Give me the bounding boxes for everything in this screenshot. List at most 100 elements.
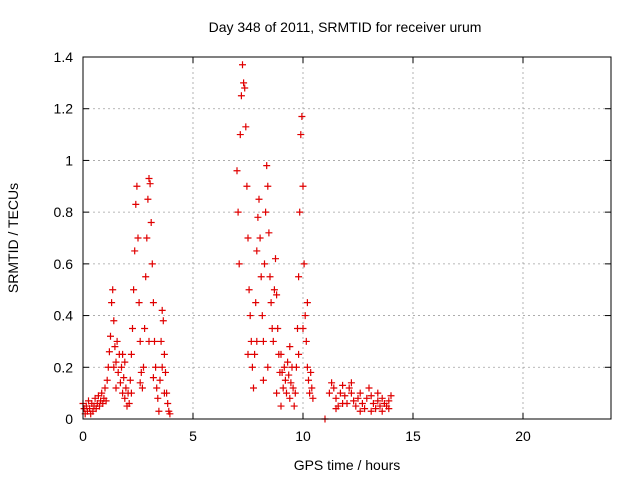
data-point <box>352 402 360 410</box>
data-point <box>332 394 340 402</box>
data-point <box>250 384 257 392</box>
data-point <box>146 180 154 188</box>
data-point <box>134 234 142 242</box>
y-tick-label: 0.4 <box>54 308 74 324</box>
data-point <box>137 368 145 376</box>
data-point <box>154 394 162 402</box>
data-point <box>290 402 298 410</box>
data-point <box>303 363 311 371</box>
data-point <box>300 260 308 268</box>
data-point <box>145 337 153 345</box>
data-point <box>118 363 125 371</box>
data-point <box>354 394 362 402</box>
data-point <box>266 273 274 281</box>
data-point <box>142 273 150 281</box>
data-point <box>143 234 151 242</box>
data-point <box>339 399 347 407</box>
data-point <box>112 358 120 366</box>
data-point <box>116 379 124 387</box>
data-point <box>295 350 303 358</box>
data-point <box>244 350 252 358</box>
data-point <box>121 358 129 366</box>
data-point <box>251 350 259 358</box>
data-point <box>376 402 384 410</box>
data-points <box>79 61 395 423</box>
data-point <box>136 379 144 387</box>
data-point <box>273 389 281 397</box>
data-point <box>295 273 303 281</box>
data-point <box>235 260 243 268</box>
chart-title: Day 348 of 2011, SRMTID for receiver uru… <box>209 19 482 35</box>
data-point <box>105 348 113 356</box>
data-point <box>279 384 287 392</box>
data-point <box>252 299 260 307</box>
data-point <box>130 286 138 294</box>
data-point <box>158 306 166 314</box>
y-tick-label: 1 <box>65 152 73 168</box>
data-point <box>114 368 122 376</box>
data-point <box>356 407 364 415</box>
data-point <box>157 337 165 345</box>
data-point <box>284 358 292 366</box>
data-point <box>140 363 147 371</box>
data-point <box>278 368 286 376</box>
data-point <box>236 131 244 139</box>
x-tick-label: 0 <box>79 428 87 444</box>
data-point <box>120 374 128 382</box>
data-point <box>307 368 315 376</box>
data-point <box>253 247 261 255</box>
data-point <box>301 312 309 320</box>
data-point <box>274 325 282 332</box>
data-point <box>350 397 358 405</box>
data-point <box>374 389 382 397</box>
data-point <box>336 389 344 397</box>
axis-ticks: 0 0.2 0.4 0.6 0.8 1 1.2 1.4 0 5 10 15 20 <box>54 49 611 444</box>
data-point <box>155 407 163 415</box>
data-point <box>292 363 300 371</box>
data-point <box>305 376 312 384</box>
data-point <box>156 376 164 384</box>
data-point <box>374 397 382 405</box>
x-tick-label: 20 <box>515 428 531 444</box>
data-point <box>248 363 256 371</box>
data-point <box>127 350 135 358</box>
data-point <box>347 379 355 387</box>
data-point <box>153 384 161 392</box>
data-point <box>147 218 155 226</box>
data-point <box>131 247 139 255</box>
data-point <box>263 162 271 170</box>
y-tick-label: 0.2 <box>54 359 74 375</box>
data-point <box>308 384 316 392</box>
data-point <box>144 195 152 203</box>
y-tick-label: 0.6 <box>54 256 74 272</box>
data-point <box>149 299 157 307</box>
data-point <box>160 350 168 358</box>
data-point <box>125 399 133 407</box>
data-point <box>239 61 246 69</box>
data-point <box>299 182 307 190</box>
data-point <box>385 405 393 413</box>
y-tick-label: 0.8 <box>54 204 74 220</box>
data-point <box>298 112 306 120</box>
y-tick-label: 1.4 <box>54 49 74 65</box>
x-axis-label: GPS time / hours <box>294 457 401 473</box>
data-point <box>132 200 140 208</box>
data-point <box>148 260 156 268</box>
data-point <box>262 208 270 216</box>
data-point <box>254 213 262 221</box>
data-point <box>136 337 144 345</box>
data-point <box>242 123 250 131</box>
data-point <box>258 312 266 320</box>
data-point <box>164 399 172 407</box>
data-point <box>145 175 153 183</box>
data-point <box>158 363 166 371</box>
data-point <box>109 286 117 294</box>
data-point <box>330 384 338 392</box>
data-point <box>272 255 279 263</box>
data-point <box>159 317 167 325</box>
data-point <box>98 389 106 397</box>
grid-lines <box>83 57 611 419</box>
data-point <box>126 376 134 384</box>
data-point <box>101 384 109 392</box>
data-point <box>269 337 277 345</box>
